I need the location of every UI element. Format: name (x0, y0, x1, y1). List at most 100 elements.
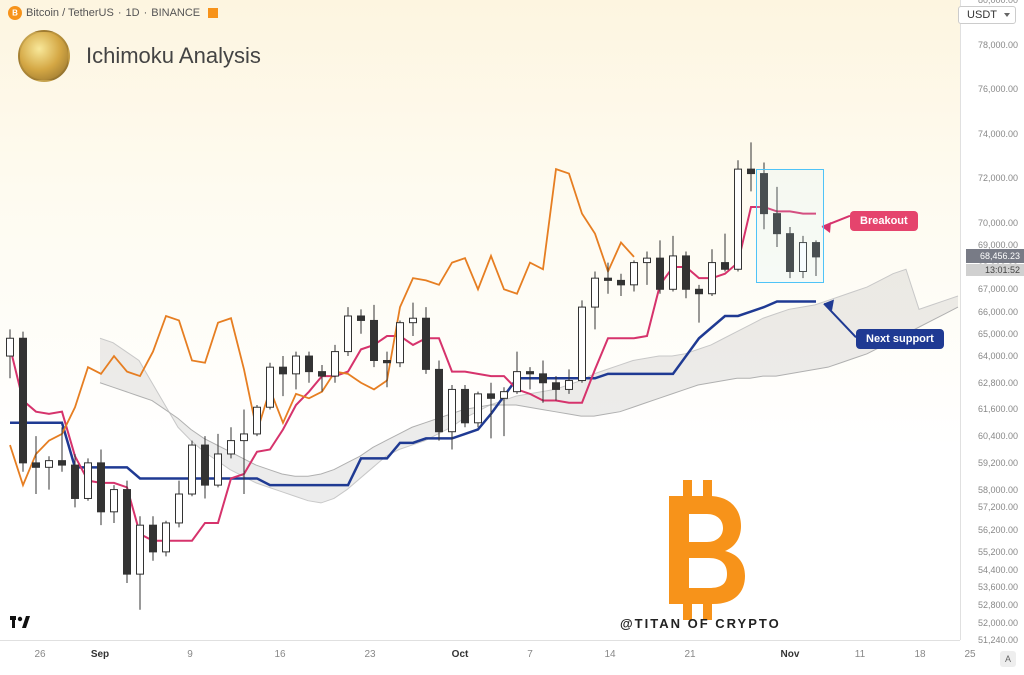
candle-body (215, 454, 222, 485)
candle-body (176, 494, 183, 523)
y-tick-label: 58,000.00 (978, 485, 1018, 495)
candle-body (345, 316, 352, 352)
candle-body (644, 258, 651, 262)
candle-body (46, 461, 53, 468)
candle-body (85, 463, 92, 499)
candle-body (566, 381, 573, 390)
candle-body (423, 318, 430, 369)
chart-plot[interactable] (0, 0, 960, 640)
x-tick-label: 26 (34, 649, 45, 660)
candle-body (579, 307, 586, 380)
candle-body (748, 169, 755, 173)
x-tick-label: 7 (527, 649, 533, 660)
x-tick-label: Nov (781, 649, 800, 660)
y-tick-label: 76,000.00 (978, 84, 1018, 94)
y-tick-label: 57,200.00 (978, 502, 1018, 512)
candle-body (592, 278, 599, 307)
candle-body (241, 434, 248, 441)
y-tick-label: 62,800.00 (978, 378, 1018, 388)
x-tick-label: 9 (187, 649, 193, 660)
candle-body (670, 256, 677, 289)
candle-body (735, 169, 742, 269)
candle-body (475, 394, 482, 423)
y-tick-label: 61,600.00 (978, 404, 1018, 414)
candle-body (696, 289, 703, 293)
x-tick-label: Oct (452, 649, 469, 660)
candle-body (163, 523, 170, 552)
candle-body (605, 278, 612, 280)
x-tick-label: 18 (914, 649, 925, 660)
candle-body (7, 338, 14, 356)
chikou-line (10, 169, 634, 485)
candle-body (150, 525, 157, 552)
interval: 1D (126, 7, 140, 19)
candle-body (358, 316, 365, 320)
x-tick-label: 11 (855, 649, 865, 660)
candle-body (111, 490, 118, 512)
candle-body (189, 445, 196, 494)
candle-body (124, 490, 131, 575)
watermark: @TITAN OF CRYPTO (620, 480, 781, 631)
currency-label: USDT (967, 9, 997, 21)
symbol-header[interactable]: Bitcoin / TetherUS · 1D · BINANCE (8, 6, 218, 20)
countdown-badge: 13:01:52 (966, 264, 1024, 276)
x-tick-label: Sep (91, 649, 109, 660)
candle-body (618, 280, 625, 284)
y-tick-label: 74,000.00 (978, 129, 1018, 139)
candle-body (33, 463, 40, 467)
y-tick-label: 54,400.00 (978, 565, 1018, 575)
candle-body (293, 356, 300, 374)
y-tick-label: 66,000.00 (978, 307, 1018, 317)
candle-body (319, 372, 326, 376)
auto-badge[interactable]: A (1000, 651, 1016, 667)
currency-select[interactable]: USDT (958, 6, 1016, 24)
avatar (18, 30, 70, 82)
candle-body (59, 461, 66, 465)
candle-body (722, 263, 729, 270)
y-tick-label: 52,000.00 (978, 618, 1018, 628)
candle-body (98, 463, 105, 512)
breakout-box (756, 169, 824, 282)
y-axis[interactable]: 80,000.0078,000.0076,000.0074,000.0072,0… (960, 0, 1024, 640)
y-tick-label: 51,240.00 (978, 635, 1018, 645)
x-axis[interactable]: 26Sep91623Oct71421Nov111825 (0, 640, 960, 675)
exchange: BINANCE (151, 7, 200, 19)
candle-body (436, 369, 443, 431)
annotation-next-support: Next support (856, 329, 944, 349)
candle-body (514, 372, 521, 392)
candle-body (683, 256, 690, 289)
x-tick-label: 23 (364, 649, 375, 660)
watermark-text: @TITAN OF CRYPTO (620, 616, 781, 631)
candle-body (501, 392, 508, 399)
candle-body (72, 465, 79, 498)
bitcoin-icon (8, 6, 22, 20)
y-tick-label: 53,600.00 (978, 582, 1018, 592)
candle-body (267, 367, 274, 407)
bitcoin-watermark-icon (645, 480, 755, 620)
y-tick-label: 80,000.00 (978, 0, 1018, 5)
candle-body (540, 374, 547, 383)
candle-body (397, 323, 404, 363)
y-tick-label: 65,000.00 (978, 329, 1018, 339)
candle-body (631, 263, 638, 285)
y-tick-label: 52,800.00 (978, 600, 1018, 610)
candle-body (202, 445, 209, 485)
candle-body (254, 407, 261, 434)
y-tick-label: 60,400.00 (978, 431, 1018, 441)
candle-body (553, 383, 560, 390)
symbol-name: Bitcoin / TetherUS (26, 7, 114, 19)
candle-body (527, 372, 534, 374)
x-tick-label: 14 (604, 649, 615, 660)
chart-title: Ichimoku Analysis (86, 43, 261, 69)
chart-container: Bitcoin / TetherUS · 1D · BINANCE Ichimo… (0, 0, 1024, 675)
x-tick-label: 25 (964, 649, 975, 660)
candle-body (449, 389, 456, 431)
candle-body (384, 361, 391, 363)
y-tick-label: 64,000.00 (978, 351, 1018, 361)
candle-body (410, 318, 417, 322)
y-tick-label: 78,000.00 (978, 40, 1018, 50)
tradingview-logo[interactable] (10, 616, 30, 631)
candle-body (462, 389, 469, 422)
candle-body (709, 263, 716, 294)
candle-body (657, 258, 664, 289)
